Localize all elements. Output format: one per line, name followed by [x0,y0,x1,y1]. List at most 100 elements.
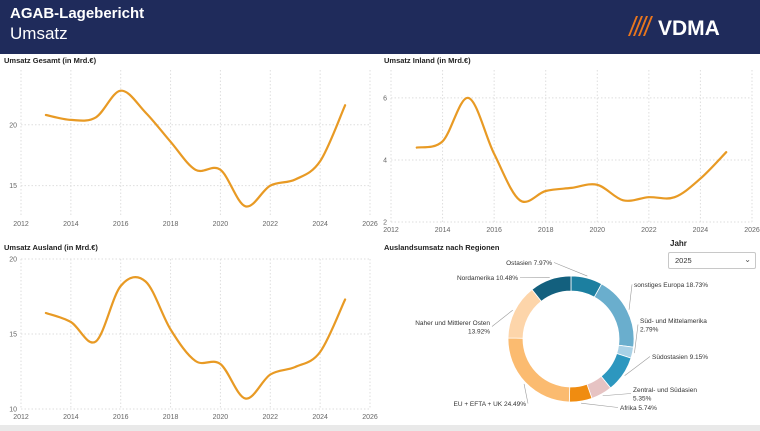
slice-leader-line [634,324,639,354]
report-title: AGAB-Lagebericht [10,5,145,22]
chart-title-ausland: Umsatz Ausland (in Mrd.€) [4,243,98,252]
x-tick-label: 2018 [163,414,179,421]
data-point [169,328,172,331]
x-tick-label: 2012 [383,227,399,232]
slice-leader-line [628,284,633,310]
x-tick-label: 2018 [538,227,554,232]
data-point [119,285,122,287]
y-tick-label: 2 [383,220,387,227]
x-tick-label: 2026 [362,414,378,421]
x-tick-label: 2022 [641,227,657,232]
data-point [493,152,496,155]
data-point [544,190,547,192]
x-tick-label: 2012 [13,221,29,228]
y-tick-label: 4 [383,157,387,164]
chevron-down-icon: ⌄ [744,255,751,264]
data-point [622,199,624,202]
chart-gesamt: 2012 2014 2016 2018 2020 2022 2024 2026 15 20 [9,70,378,228]
x-tick-label: 2024 [693,227,709,232]
slice-label: EU + EFTA + UK 24.49% [454,401,527,408]
chart-ausland: 2012 2014 2016 2018 2020 2022 2024 2026 10 15 20 [9,257,378,422]
data-point [596,183,599,186]
x-tick-label: 2014 [63,414,79,421]
data-point [415,146,418,149]
data-point [441,140,444,143]
vdma-logo-mark [628,16,653,36]
data-point [194,168,197,171]
slice-label: sonstiges Europa 18.73% [634,282,708,289]
x-tick-label: 2022 [262,414,278,421]
data-point [144,280,147,283]
slice-leader-line [602,393,632,397]
vdma-logo: VDMA [628,16,720,40]
data-point [699,177,702,180]
donut-slice [507,337,571,403]
chart-title-gesamt: Umsatz Gesamt (in Mrd.€) [4,56,97,65]
data-point [244,205,247,208]
data-point [45,114,47,116]
x-tick-label: 2022 [262,221,278,228]
y-tick-label: 15 [9,332,17,339]
x-tick-label: 2016 [113,414,129,421]
x-tick-label: 2026 [362,221,378,228]
chart-title-inland: Umsatz Inland (in Mrd.€) [384,56,471,65]
data-point [94,116,97,119]
y-tick-label: 10 [9,407,17,414]
x-tick-label: 2024 [312,414,328,421]
series-line [44,276,347,400]
bottom-bar [0,425,760,431]
data-point [319,351,322,353]
x-tick-label: 2018 [163,221,179,228]
donut-slice [531,275,572,302]
vdma-logo-text: VDMA [658,17,720,40]
series-line [415,96,728,203]
chart-inland: 2012 2014 2016 2018 2020 2022 2024 2026 2 4 6 [383,70,760,232]
data-point [94,340,97,343]
x-tick-label: 2020 [213,221,229,228]
report-header: AGAB-Lagebericht Umsatz VDMA [0,0,760,54]
data-point [119,89,122,92]
data-point [269,373,272,376]
data-point [169,140,172,143]
data-point [647,196,650,199]
data-point [144,111,147,114]
data-point [725,151,728,154]
slice-label: Ostasien 7.97% [506,260,552,267]
x-tick-label: 2026 [744,227,760,232]
data-point [69,118,72,121]
y-tick-label: 20 [9,122,17,129]
slice-leader-line [624,356,651,376]
donut-slice [593,283,635,348]
report-subtitle: Umsatz [10,24,68,43]
data-point [344,298,346,301]
x-tick-label: 2016 [113,221,129,228]
chart-regionen: Ostasien 7.97% sonstiges Europa 18.73% Süd… [415,260,708,412]
x-tick-label: 2012 [13,414,29,421]
slice-leader-line [491,309,513,327]
slice-label: Nordamerika 10.48% [457,275,518,282]
slice-leader-line [581,402,619,408]
slice-label: Naher und Mittlerer Osten 13.92% [415,320,490,336]
x-tick-label: 2014 [435,227,451,232]
data-point [570,186,573,189]
y-tick-label: 15 [9,183,17,190]
data-point [244,397,247,400]
year-select-value: 2025 [675,256,692,265]
slice-leader-line [523,383,529,404]
x-tick-label: 2020 [589,227,605,232]
data-point [219,168,222,171]
donut-slice [507,288,542,339]
x-tick-label: 2020 [213,414,229,421]
series-line [44,89,347,208]
x-tick-label: 2024 [312,221,328,228]
data-point [319,160,322,163]
data-point [294,178,297,181]
x-tick-label: 2016 [486,227,502,232]
data-point [194,360,197,362]
year-select[interactable]: 2025 ⌄ [668,252,756,269]
y-tick-label: 20 [9,257,17,264]
slice-label: Afrika 5.74% [620,405,657,412]
data-point [344,104,346,107]
data-point [519,199,521,202]
year-filter-label: Jahr [670,239,687,248]
